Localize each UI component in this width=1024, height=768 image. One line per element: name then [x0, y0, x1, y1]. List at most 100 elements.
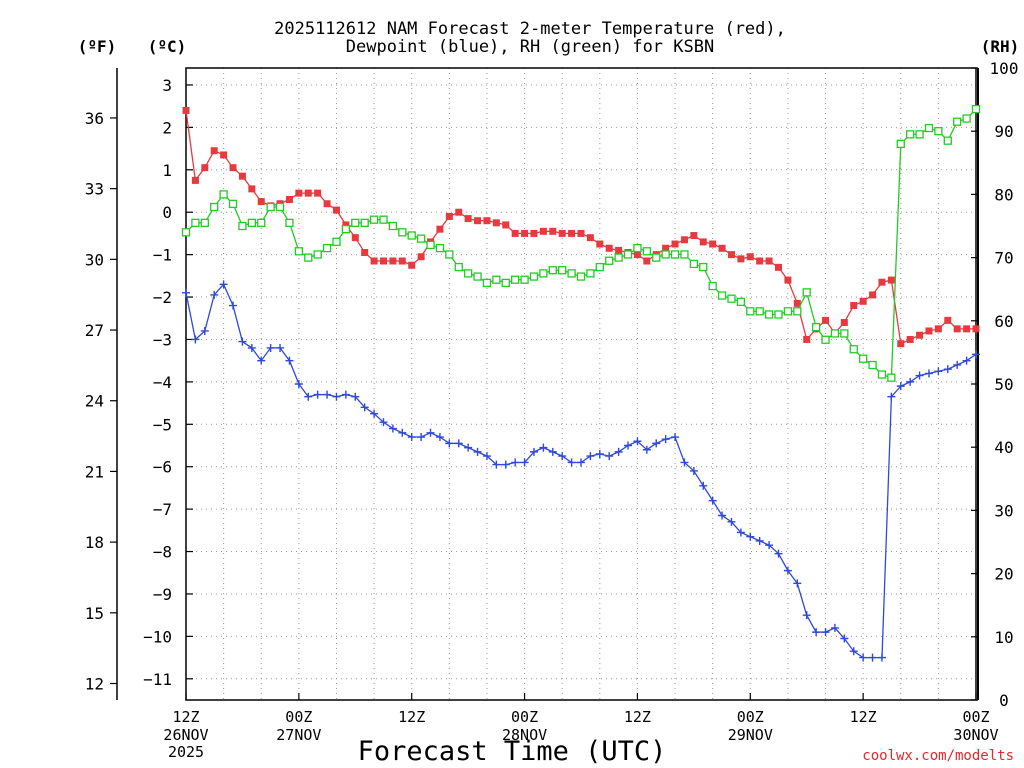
celsius-tick-label-14: −11 [143, 670, 172, 689]
series-2-point-44 [595, 262, 604, 272]
rh-tick-label-2: 80 [994, 185, 1013, 204]
rh-unit-label: (RH) [981, 37, 1020, 56]
series-2-point-33 [492, 275, 501, 284]
series-2-point-16 [332, 237, 341, 246]
series-0-point-61 [756, 257, 764, 265]
series-0-point-40 [558, 229, 566, 237]
series-2-point-13 [304, 253, 313, 262]
series-0-point-78 [916, 331, 924, 339]
series-2-point-78 [915, 130, 924, 139]
series-2-line [185, 108, 977, 379]
fahrenheit-axis: 36 33 30 27 24 21 18 15 12 [85, 109, 117, 694]
celsius-tick-label-3: 0 [162, 203, 172, 222]
series-2-point-15 [322, 243, 332, 253]
series-2-point-23 [398, 228, 407, 237]
series-1-point-73 [868, 653, 877, 662]
series-1-point-21 [379, 418, 388, 427]
series-2-point-53 [680, 250, 689, 259]
series-2-point-37 [529, 272, 539, 281]
series-1-point-32 [482, 452, 491, 461]
series-1-point-11 [285, 356, 294, 365]
series-2-point-28 [445, 250, 454, 259]
series-0-point-16 [332, 206, 340, 214]
series-1-point-42 [577, 458, 585, 467]
series-2-point-12 [294, 247, 304, 256]
series-0-point-21 [380, 257, 387, 265]
series-1-point-5 [229, 301, 238, 310]
series-0-point-73 [869, 291, 877, 299]
series-0-point-82 [953, 325, 961, 333]
fahrenheit-tick-label-2: 30 [85, 250, 104, 269]
series-0-point-11 [285, 195, 293, 203]
series-1-point-23 [398, 428, 407, 437]
series-2-point-66 [802, 288, 811, 297]
series-0-point-17 [342, 221, 350, 229]
series-0-point-27 [436, 225, 444, 233]
series-1-point-44 [595, 449, 604, 458]
series-1-point-4 [219, 280, 228, 289]
series-2-point-31 [473, 272, 482, 281]
series-0-point-14 [314, 189, 322, 197]
series-0-point-20 [370, 257, 378, 265]
fahrenheit-tick-label-8: 12 [85, 675, 104, 694]
plot-frame [185, 67, 977, 701]
series-0-point-36 [521, 229, 529, 237]
series-0-point-75 [887, 276, 895, 284]
series-0-point-58 [727, 251, 735, 259]
series-2-point-2 [200, 218, 209, 227]
series-1-point-24 [407, 433, 416, 442]
series-1-point-15 [323, 390, 332, 399]
celsius-tick-label-13: −10 [143, 627, 172, 646]
series-1-point-68 [821, 628, 830, 637]
series-1-point-84 [972, 350, 980, 359]
series-0-point-65 [793, 299, 801, 307]
series-2-point-74 [877, 370, 887, 379]
series-0-point-42 [577, 229, 585, 237]
series-0-point-68 [822, 316, 830, 324]
series-2-point-24 [407, 231, 416, 240]
series-1-point-74 [877, 653, 886, 662]
series-2-point-8 [257, 218, 266, 227]
series-2-point-84 [971, 104, 981, 114]
series-0-point-28 [445, 212, 453, 220]
series-0-point-35 [511, 229, 519, 237]
series-0-point-33 [492, 219, 500, 227]
series-0-point-84 [972, 325, 980, 333]
series-0-point-18 [351, 234, 359, 242]
series-2-point-10 [275, 202, 285, 212]
series-1-point-58 [727, 517, 736, 526]
x-tick-time-0: 12Z [172, 708, 199, 726]
series-0-point-57 [718, 244, 726, 252]
series-2-point-58 [727, 294, 736, 303]
fahrenheit-tick-label-7: 15 [85, 604, 104, 623]
series-0-point-48 [633, 251, 641, 259]
x-tick-date-3: 28NOV [502, 726, 547, 744]
series-2-point-18 [351, 218, 360, 227]
series-1-point-9 [266, 343, 275, 352]
series-2-point-32 [482, 278, 492, 288]
series-1-point-27 [435, 433, 444, 442]
series-1-point-47 [624, 441, 633, 450]
series-1-point-16 [332, 392, 341, 401]
series-1-point-79 [924, 369, 933, 378]
series-2-point-35 [511, 275, 520, 284]
series-0-point-81 [944, 316, 952, 324]
series-2-point-73 [868, 360, 877, 370]
x-tick-date-0: 26NOV [163, 726, 208, 744]
series-2 [181, 104, 981, 382]
series-0-point-12 [295, 189, 303, 197]
series-2-point-40 [558, 266, 567, 275]
celsius-tick-label-11: −8 [153, 543, 172, 562]
x-tick-date-7: 30NOV [953, 726, 998, 744]
series-2-point-17 [341, 225, 351, 234]
series-0-point-41 [568, 229, 576, 237]
series-1-point-46 [614, 447, 623, 456]
series-1-point-7 [247, 343, 256, 352]
series-1-point-1 [191, 335, 200, 344]
series-0-point-55 [699, 238, 707, 246]
rh-tick-label-8: 20 [994, 565, 1013, 584]
series-1-point-10 [276, 343, 285, 352]
series-1-point-71 [849, 647, 858, 656]
series-0-point-31 [474, 217, 482, 225]
